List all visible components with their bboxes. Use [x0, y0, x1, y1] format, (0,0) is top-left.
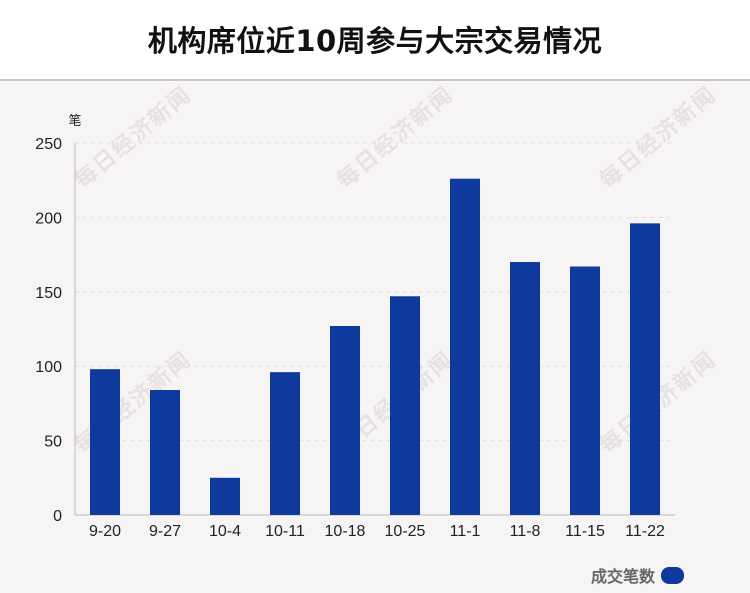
- y-tick-label: 150: [35, 285, 62, 302]
- y-axis-label: 笔: [68, 113, 81, 129]
- y-tick-label: 50: [44, 434, 62, 451]
- bar: [450, 178, 480, 515]
- x-tick-label: 11-22: [625, 523, 665, 540]
- x-tick-label: 9-27: [149, 523, 181, 540]
- bar: [390, 296, 420, 515]
- bar: [150, 390, 180, 515]
- legend-swatch: [661, 566, 684, 584]
- x-tick-label: 11-8: [510, 523, 541, 540]
- x-tick-label: 10-25: [385, 523, 426, 540]
- bar: [330, 326, 360, 515]
- x-tick-label: 11-15: [565, 523, 605, 540]
- bar: [210, 477, 240, 515]
- bar: [570, 266, 600, 515]
- legend: 成交笔数: [591, 563, 684, 587]
- bar: [270, 372, 300, 515]
- header-bar: 机构席位近10周参与大宗交易情况: [0, 0, 750, 81]
- bar: [90, 369, 120, 515]
- chart-title: 机构席位近10周参与大宗交易情况: [147, 24, 603, 58]
- x-tick-label: 11-1: [450, 523, 481, 540]
- x-tick-label: 10-11: [265, 523, 305, 540]
- bar: [630, 223, 660, 516]
- x-tick-label: 10-18: [325, 523, 366, 540]
- bar: [510, 262, 540, 515]
- y-tick-label: 200: [35, 210, 62, 227]
- legend-label: 成交笔数: [590, 567, 655, 586]
- y-tick-label: 100: [35, 359, 62, 376]
- x-tick-label: 9-20: [89, 523, 121, 540]
- y-tick-label: 0: [53, 508, 62, 525]
- x-tick-label: 10-4: [209, 523, 241, 540]
- y-tick-label: 250: [35, 136, 62, 153]
